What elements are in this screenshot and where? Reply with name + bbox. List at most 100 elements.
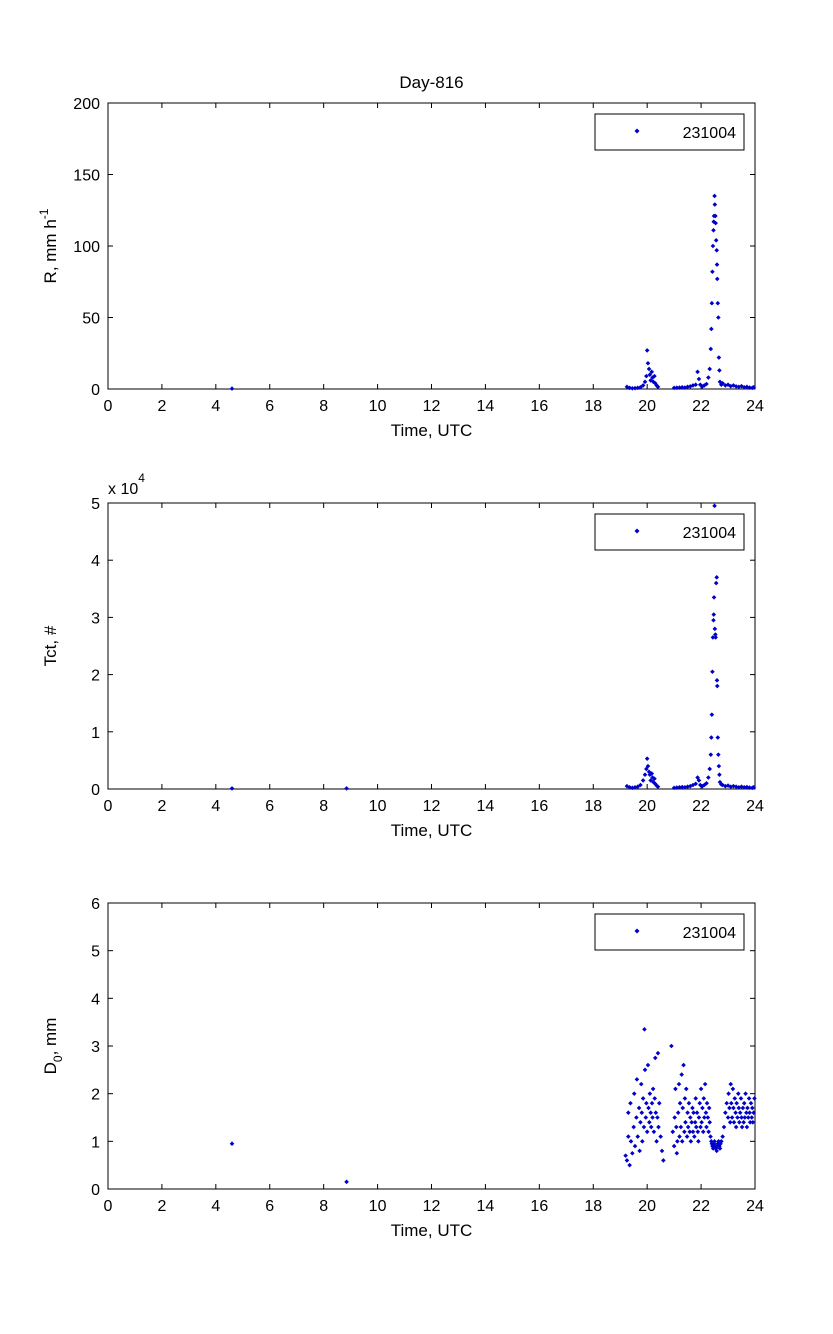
data-point xyxy=(634,1077,640,1082)
data-point xyxy=(731,1105,736,1111)
y-tick-label: 4 xyxy=(91,991,100,1008)
data-point xyxy=(716,355,722,360)
data-point xyxy=(706,375,711,380)
data-point xyxy=(644,373,649,379)
x-tick-label: 2 xyxy=(157,1198,166,1215)
data-point xyxy=(649,1100,655,1106)
data-point xyxy=(715,735,721,740)
data-point xyxy=(709,326,714,332)
data-point xyxy=(717,772,722,777)
data-point xyxy=(677,1134,682,1139)
data-point xyxy=(696,1139,701,1144)
legend: 231004 xyxy=(594,913,745,951)
data-point xyxy=(693,1096,698,1101)
data-point xyxy=(649,771,655,776)
data-point xyxy=(638,1081,644,1087)
data-point xyxy=(652,1055,658,1061)
data-point xyxy=(685,1110,690,1116)
figure-title: Day-816 xyxy=(399,73,463,92)
data-point xyxy=(712,1139,717,1144)
x-axis-label: Time, UTC xyxy=(391,821,473,840)
data-point xyxy=(707,1119,713,1125)
data-point xyxy=(675,1139,680,1144)
data-point xyxy=(655,384,661,390)
x-tick-label: 8 xyxy=(319,398,328,415)
data-point xyxy=(731,1119,737,1125)
data-point xyxy=(636,1105,642,1111)
data-point xyxy=(713,213,718,219)
data-point xyxy=(648,1110,653,1116)
data-point xyxy=(738,1096,744,1101)
data-point xyxy=(713,635,718,640)
data-point xyxy=(670,1129,676,1135)
data-point xyxy=(679,784,685,790)
data-point xyxy=(229,786,235,791)
data-point xyxy=(690,383,696,388)
data-point xyxy=(748,1100,754,1106)
x-tick-label: 24 xyxy=(746,1198,764,1215)
data-point xyxy=(747,385,752,390)
data-point xyxy=(623,1153,628,1158)
data-point xyxy=(731,383,736,388)
legend-box xyxy=(594,913,745,951)
data-point xyxy=(714,247,720,253)
legend-marker xyxy=(634,128,640,134)
data-point xyxy=(682,385,688,390)
data-point xyxy=(712,503,717,509)
data-point xyxy=(652,1096,658,1101)
legend: 231004 xyxy=(594,513,745,551)
data-point xyxy=(702,1081,708,1087)
x-tick-label: 20 xyxy=(638,798,656,815)
y-tick-label: 200 xyxy=(73,96,100,113)
y-tick-label: 4 xyxy=(91,553,100,570)
x-axis-label: Time, UTC xyxy=(391,1221,473,1240)
data-point xyxy=(644,1129,650,1135)
data-point xyxy=(630,385,635,391)
data-point xyxy=(707,366,713,372)
data-point xyxy=(650,1086,656,1092)
x-tick-label: 20 xyxy=(638,1198,656,1215)
data-point xyxy=(704,780,709,786)
y-tick-label: 2 xyxy=(91,668,100,685)
data-point xyxy=(688,1139,694,1144)
data-point xyxy=(723,783,728,789)
data-point xyxy=(713,237,719,243)
data-point xyxy=(750,1105,755,1111)
x-tick-label: 6 xyxy=(265,398,274,415)
data-point xyxy=(634,1115,639,1120)
data-point xyxy=(229,1141,235,1147)
data-point xyxy=(693,781,698,787)
data-point xyxy=(704,1100,710,1106)
x-axis-label: Time, UTC xyxy=(391,421,473,440)
data-point xyxy=(642,772,648,777)
data-point xyxy=(652,380,658,386)
data-point xyxy=(711,612,717,617)
data-point xyxy=(710,635,716,640)
x-tick-label: 18 xyxy=(584,798,602,815)
data-points xyxy=(229,503,756,791)
data-point xyxy=(652,776,657,782)
data-point xyxy=(696,778,702,783)
x-tick-label: 4 xyxy=(211,398,220,415)
data-point xyxy=(697,1100,703,1106)
data-point xyxy=(747,785,752,790)
data-point xyxy=(704,1124,709,1130)
data-point xyxy=(643,1115,649,1120)
data-point xyxy=(676,1081,682,1087)
data-point xyxy=(690,1129,696,1135)
legend-label: 231004 xyxy=(683,525,736,542)
data-point xyxy=(693,382,698,388)
data-point xyxy=(678,1124,684,1130)
data-point xyxy=(671,785,677,791)
y-axis-label: Tct, # xyxy=(41,625,60,666)
data-point xyxy=(723,1110,728,1116)
data-point xyxy=(641,1124,647,1130)
data-point xyxy=(681,1062,686,1068)
data-point xyxy=(732,1096,738,1101)
data-point xyxy=(682,1129,687,1135)
x-tick-label: 18 xyxy=(584,398,602,415)
data-point xyxy=(729,1115,735,1120)
y-tick-label: 50 xyxy=(82,311,100,328)
data-point xyxy=(699,1119,704,1125)
